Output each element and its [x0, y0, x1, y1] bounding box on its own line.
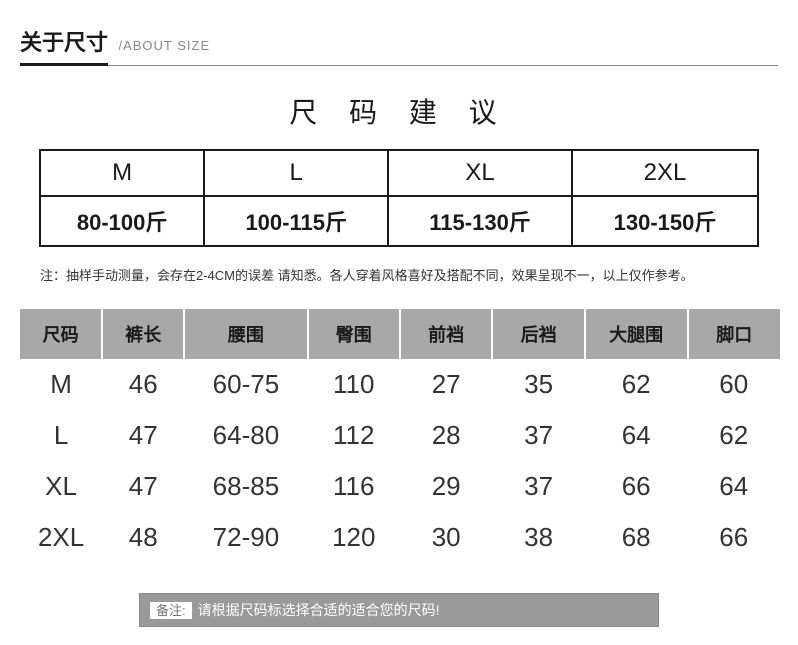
rec-size-row: M L XL 2XL	[40, 150, 758, 196]
cell-size: 2XL	[20, 512, 102, 563]
cell-value: 60	[688, 359, 781, 410]
cell-value: 60-75	[184, 359, 307, 410]
col-header: 大腿围	[585, 309, 688, 359]
cell-value: 68-85	[184, 461, 307, 512]
col-header: 前裆	[400, 309, 492, 359]
cell-value: 47	[102, 410, 184, 461]
rec-size-cell: M	[40, 150, 204, 196]
col-header: 腰围	[184, 309, 307, 359]
rec-weight-row: 80-100斤 100-115斤 115-130斤 130-150斤	[40, 196, 758, 246]
cell-value: 47	[102, 461, 184, 512]
main-title: 尺 码 建 议	[20, 91, 778, 131]
cell-value: 37	[492, 461, 584, 512]
rec-weight-cell: 100-115斤	[204, 196, 388, 246]
cell-value: 66	[688, 512, 781, 563]
cell-value: 35	[492, 359, 584, 410]
cell-value: 46	[102, 359, 184, 410]
rec-weight-cell: 115-130斤	[388, 196, 572, 246]
cell-value: 68	[585, 512, 688, 563]
cell-value: 62	[585, 359, 688, 410]
cell-value: 30	[400, 512, 492, 563]
col-header: 尺码	[20, 309, 102, 359]
section-header: 关于尺寸 /ABOUT SIZE	[20, 25, 778, 66]
cell-value: 72-90	[184, 512, 307, 563]
rec-size-cell: 2XL	[572, 150, 758, 196]
cell-value: 48	[102, 512, 184, 563]
cell-value: 120	[308, 512, 400, 563]
cell-value: 110	[308, 359, 400, 410]
col-header: 脚口	[688, 309, 781, 359]
col-header: 裤长	[102, 309, 184, 359]
cell-size: XL	[20, 461, 102, 512]
cell-value: 28	[400, 410, 492, 461]
cell-value: 64	[585, 410, 688, 461]
cell-value: 64-80	[184, 410, 307, 461]
cell-size: M	[20, 359, 102, 410]
cell-value: 64	[688, 461, 781, 512]
cell-value: 37	[492, 410, 584, 461]
footer-label: 备注:	[150, 602, 192, 619]
cell-value: 66	[585, 461, 688, 512]
cell-value: 116	[308, 461, 400, 512]
table-row: M 46 60-75 110 27 35 62 60	[20, 359, 780, 410]
table-row: L 47 64-80 112 28 37 64 62	[20, 410, 780, 461]
footer-text: 请根据尺码标选择合适的适合您的尺码!	[198, 602, 440, 618]
cell-value: 62	[688, 410, 781, 461]
footer-note: 备注: 请根据尺码标选择合适的适合您的尺码!	[139, 593, 659, 627]
table-row: 2XL 48 72-90 120 30 38 68 66	[20, 512, 780, 563]
cell-size: L	[20, 410, 102, 461]
rec-size-cell: XL	[388, 150, 572, 196]
cell-value: 112	[308, 410, 400, 461]
rec-size-cell: L	[204, 150, 388, 196]
table-row: XL 47 68-85 116 29 37 66 64	[20, 461, 780, 512]
rec-weight-cell: 130-150斤	[572, 196, 758, 246]
rec-weight-cell: 80-100斤	[40, 196, 204, 246]
size-chart-table: 尺码 裤长 腰围 臀围 前裆 后裆 大腿围 脚口 M 46 60-75 110 …	[20, 309, 780, 563]
section-title-en: /ABOUT SIZE	[118, 38, 210, 53]
section-title-cn: 关于尺寸	[20, 25, 108, 66]
cell-value: 29	[400, 461, 492, 512]
cell-value: 27	[400, 359, 492, 410]
size-header-row: 尺码 裤长 腰围 臀围 前裆 后裆 大腿围 脚口	[20, 309, 780, 359]
recommendation-table: M L XL 2XL 80-100斤 100-115斤 115-130斤 130…	[39, 149, 759, 247]
measurement-note: 注：抽样手动测量，会存在2-4CM的误差 请知悉。各人穿着风格喜好及搭配不同，效…	[40, 265, 758, 284]
cell-value: 38	[492, 512, 584, 563]
col-header: 臀围	[308, 309, 400, 359]
col-header: 后裆	[492, 309, 584, 359]
